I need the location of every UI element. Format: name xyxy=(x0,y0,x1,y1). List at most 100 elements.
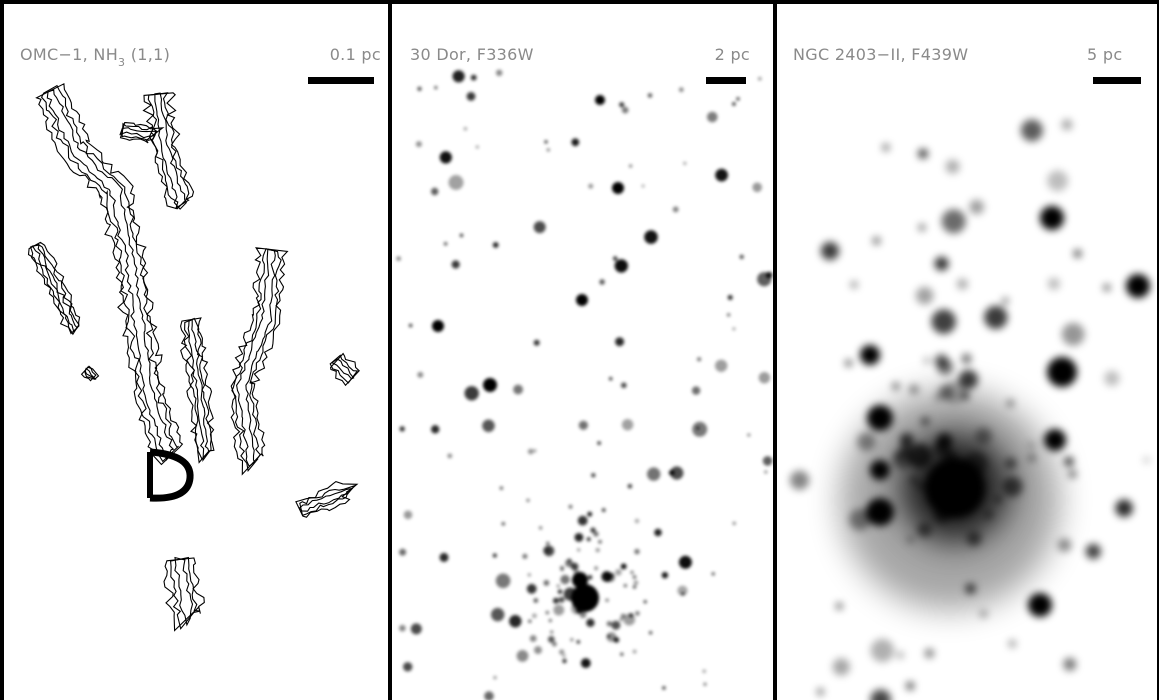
star xyxy=(692,422,707,437)
star xyxy=(736,97,739,100)
star xyxy=(821,242,839,260)
star xyxy=(662,572,668,578)
star xyxy=(984,510,992,518)
star xyxy=(707,112,718,123)
star xyxy=(587,512,592,517)
star xyxy=(593,531,598,536)
contour xyxy=(144,93,194,209)
scale-bar xyxy=(1093,77,1141,84)
star xyxy=(715,360,727,372)
scale-label: 2 pc xyxy=(715,45,750,64)
contour xyxy=(155,93,186,209)
star xyxy=(598,540,602,544)
star xyxy=(549,619,552,622)
contour-panel xyxy=(29,84,360,631)
star xyxy=(634,581,639,586)
star xyxy=(534,221,546,233)
star xyxy=(1028,454,1035,461)
star xyxy=(546,542,549,545)
star xyxy=(634,549,639,554)
star xyxy=(935,257,949,271)
star xyxy=(539,526,542,529)
star xyxy=(633,650,637,654)
star xyxy=(557,585,560,588)
star xyxy=(440,151,452,163)
star xyxy=(747,434,750,437)
star xyxy=(596,548,600,552)
star xyxy=(633,575,637,579)
star xyxy=(483,378,497,392)
star xyxy=(892,383,899,390)
star xyxy=(649,631,652,634)
star xyxy=(400,426,405,431)
star xyxy=(704,683,707,686)
star xyxy=(984,306,1007,329)
star xyxy=(908,444,932,468)
star xyxy=(697,357,701,361)
star xyxy=(623,614,635,626)
star xyxy=(967,531,982,546)
star xyxy=(396,256,400,260)
star xyxy=(715,169,728,182)
star xyxy=(965,584,975,594)
star xyxy=(607,632,617,642)
star xyxy=(906,682,914,690)
star xyxy=(662,686,665,689)
contour xyxy=(29,242,80,334)
star xyxy=(595,95,605,105)
star xyxy=(615,569,622,576)
star xyxy=(870,460,890,480)
star xyxy=(552,642,557,647)
star xyxy=(568,559,571,562)
star xyxy=(1058,539,1071,552)
figure: OMC−1, NH3 (1,1) 0.1 pc 30 Dor, F336W 2 … xyxy=(0,0,1159,700)
star xyxy=(460,234,463,237)
star xyxy=(621,564,627,570)
star xyxy=(916,287,934,305)
star xyxy=(644,230,658,244)
star xyxy=(1069,470,1077,478)
star xyxy=(465,386,479,400)
star xyxy=(533,449,536,452)
star xyxy=(897,652,903,658)
star xyxy=(1021,119,1043,141)
star xyxy=(1104,284,1110,290)
star xyxy=(602,508,606,512)
star xyxy=(624,584,627,587)
star xyxy=(758,77,761,80)
page: OMC−1, NH3 (1,1) 0.1 pc 30 Dor, F336W 2 … xyxy=(0,0,1159,700)
star xyxy=(588,575,592,579)
star xyxy=(1003,477,1023,497)
star xyxy=(605,571,611,577)
panel-label: NGC 2403−II, F439W xyxy=(793,45,968,64)
star xyxy=(575,533,584,542)
star xyxy=(924,357,931,364)
star xyxy=(528,573,531,576)
star xyxy=(931,309,956,334)
star xyxy=(883,144,890,151)
star xyxy=(752,183,762,193)
star xyxy=(692,386,700,394)
star xyxy=(679,87,684,92)
star xyxy=(491,608,504,621)
star xyxy=(562,659,566,663)
star xyxy=(411,623,422,634)
star xyxy=(399,625,406,632)
star xyxy=(866,498,894,526)
star xyxy=(685,565,688,568)
star xyxy=(449,175,464,190)
star xyxy=(937,359,953,375)
star xyxy=(740,255,744,259)
star xyxy=(543,547,550,554)
star xyxy=(522,554,527,559)
contour xyxy=(296,482,357,518)
scale-label: 5 pc xyxy=(1087,45,1122,64)
star xyxy=(919,224,925,230)
label-subscript: 3 xyxy=(118,56,125,69)
scale-label: 0.1 pc xyxy=(330,45,381,64)
star xyxy=(500,487,503,490)
star xyxy=(611,621,620,630)
star xyxy=(417,87,421,91)
star xyxy=(448,454,453,459)
star xyxy=(1115,499,1133,517)
